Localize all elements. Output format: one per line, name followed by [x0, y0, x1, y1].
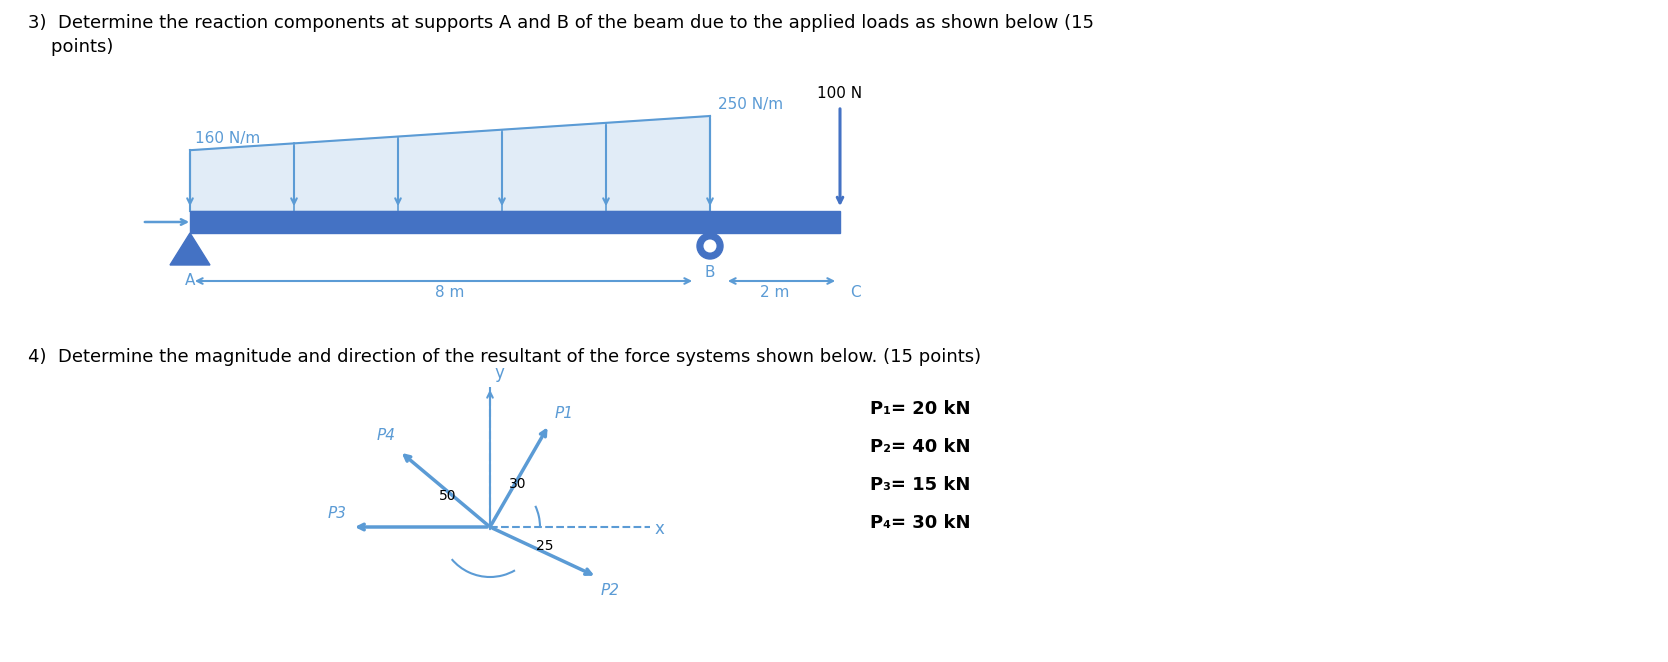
Text: A: A [185, 273, 195, 288]
Text: P4: P4 [377, 428, 395, 443]
Text: P1: P1 [555, 406, 574, 421]
Polygon shape [170, 233, 210, 265]
Text: x: x [656, 520, 666, 538]
Text: B: B [706, 265, 716, 280]
Bar [190, 211, 841, 233]
Text: 3)  Determine the reaction components at supports A and B of the beam due to the: 3) Determine the reaction components at … [28, 14, 1094, 32]
Text: P₄= 30 kN: P₄= 30 kN [871, 514, 971, 532]
Text: P3: P3 [329, 506, 347, 521]
Text: 100 N: 100 N [817, 86, 862, 101]
Text: P₂= 40 kN: P₂= 40 kN [871, 438, 971, 456]
Text: 25: 25 [535, 538, 554, 553]
Text: P₃= 15 kN: P₃= 15 kN [871, 476, 971, 494]
Text: 250 N/m: 250 N/m [717, 97, 782, 112]
Text: 30: 30 [509, 477, 525, 491]
Text: 160 N/m: 160 N/m [195, 131, 260, 146]
Text: 2 m: 2 m [761, 285, 789, 300]
Text: C: C [851, 285, 861, 300]
Polygon shape [190, 116, 711, 211]
Text: points): points) [28, 38, 113, 56]
Circle shape [704, 240, 717, 252]
Text: y: y [494, 364, 504, 382]
Circle shape [697, 233, 722, 259]
Text: P₁= 20 kN: P₁= 20 kN [871, 400, 971, 418]
Text: 8 m: 8 m [435, 285, 465, 300]
Text: 50: 50 [439, 489, 457, 502]
Text: P2: P2 [600, 583, 620, 598]
Text: 4)  Determine the magnitude and direction of the resultant of the force systems : 4) Determine the magnitude and direction… [28, 348, 981, 366]
